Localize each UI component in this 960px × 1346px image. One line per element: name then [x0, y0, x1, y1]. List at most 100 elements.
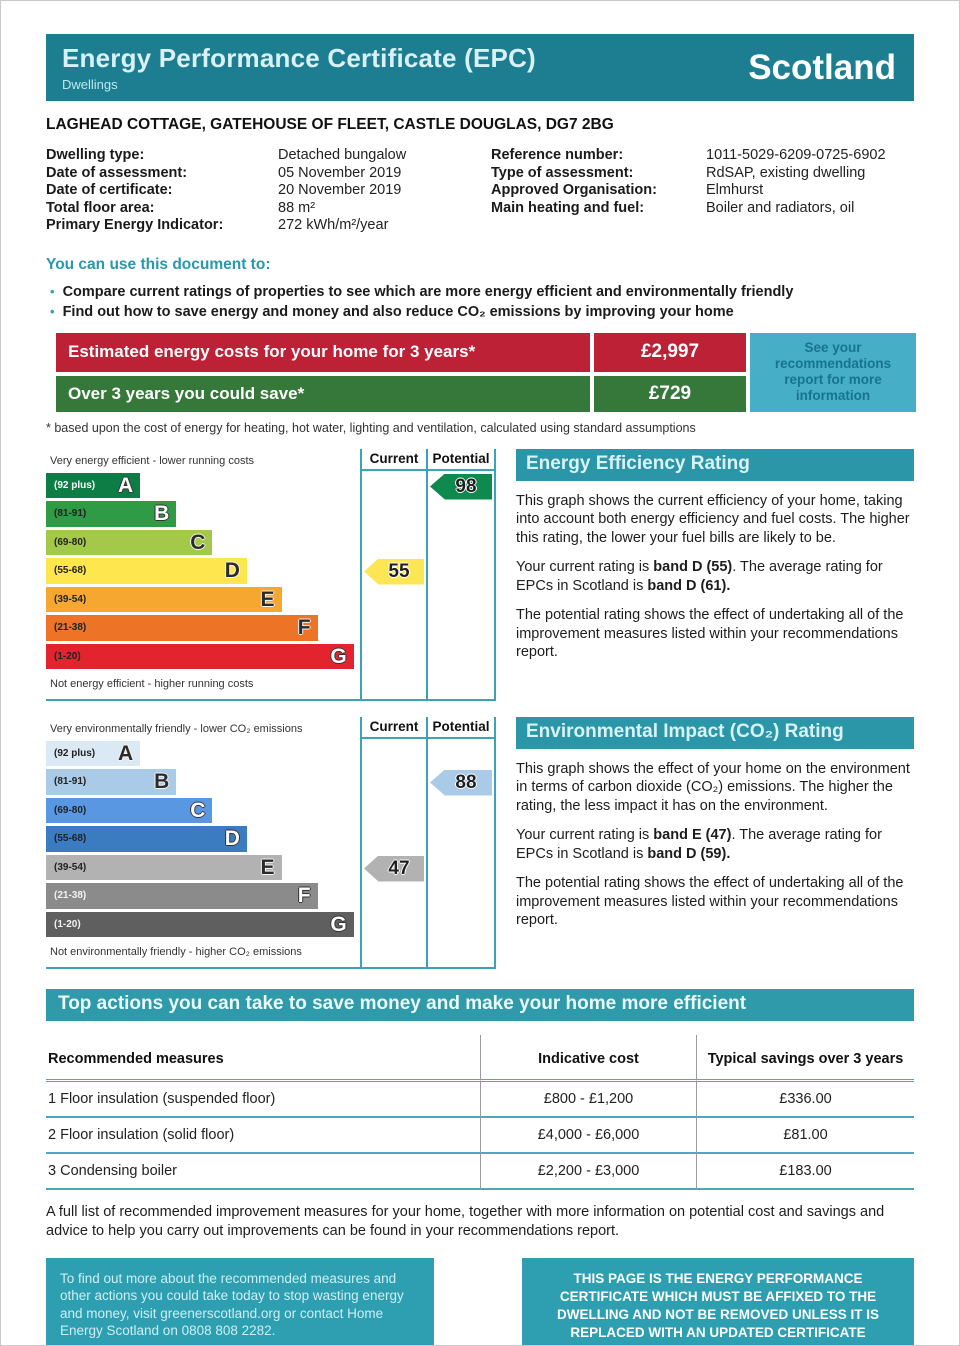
- detail-label: Main heating and fuel:: [491, 199, 645, 216]
- footer-boxes: To find out more about the recommended m…: [46, 1257, 914, 1345]
- band-row-b: (81-91) B: [46, 769, 177, 795]
- band-range: (81-91): [54, 508, 87, 520]
- section-title: Energy Efficiency Rating: [516, 448, 914, 481]
- band-letter: C: [190, 530, 206, 554]
- current-band-highlight: band E (47): [653, 827, 732, 843]
- detail-value: Boiler and radiators, oil: [706, 199, 855, 216]
- usage-bullets: • Compare current ratings of properties …: [46, 283, 914, 321]
- env-potential-column: Potential 88: [426, 716, 496, 967]
- bullet-icon: •: [50, 303, 55, 319]
- band-letter: F: [297, 884, 311, 908]
- cost-footnote: * based upon the cost of energy for heat…: [46, 420, 696, 435]
- band-letter: A: [118, 473, 134, 497]
- chart-top-caption: Very environmentally friendly - lower CO…: [50, 722, 303, 735]
- band-row-f: (21-38) F: [46, 883, 318, 909]
- current-band-highlight: band D (55): [653, 559, 733, 575]
- current-rating-value: 47: [388, 857, 410, 879]
- detail-label: Reference number:: [491, 147, 624, 163]
- environmental-impact-chart: Very environmentally friendly - lower CO…: [46, 716, 496, 969]
- region-label: Scotland: [748, 47, 896, 87]
- band-letter: D: [224, 559, 240, 583]
- detail-value: RdSAP, existing dwelling: [706, 164, 866, 181]
- environmental-rating-section: Very environmentally friendly - lower CO…: [46, 716, 914, 969]
- energy-rating-text: Energy Efficiency Rating This graph show…: [516, 448, 914, 701]
- table-cell-cost: £800 - £1,200: [480, 1081, 696, 1118]
- text-part: Your current rating is: [516, 827, 654, 843]
- detail-label: Approved Organisation:: [491, 182, 657, 198]
- env-current-column: Current 47: [360, 716, 426, 967]
- band-letter: E: [260, 587, 275, 611]
- band-row-c: (69-80) C: [46, 529, 213, 555]
- band-letter: F: [297, 616, 311, 640]
- band-range: (81-91): [54, 776, 87, 788]
- current-rating-value: 55: [388, 560, 410, 582]
- detail-value: 272 kWh/m²/year: [278, 217, 389, 233]
- details-right-column: Reference number: 1011-5029-6209-0725-69…: [491, 147, 914, 235]
- band-row-e: (39-54) E: [46, 854, 282, 880]
- environmental-rating-text: Environmental Impact (CO₂) Rating This g…: [516, 716, 914, 969]
- band-range: (92 plus): [54, 479, 96, 491]
- band-range: (39-54): [54, 593, 87, 605]
- band-letter: B: [154, 770, 170, 794]
- band-range: (69-80): [54, 804, 87, 816]
- potential-column-header: Potential: [428, 449, 494, 471]
- paragraph: The potential rating shows the effect of…: [516, 875, 904, 928]
- certificate-notice-text: THIS PAGE IS THE ENERGY PERFORMANCE CERT…: [556, 1270, 879, 1340]
- paragraph: This graph shows the effect of your home…: [516, 760, 910, 814]
- band-letter: C: [190, 798, 206, 822]
- potential-rating-arrow: 88: [430, 769, 492, 796]
- band-letter: E: [260, 855, 275, 879]
- potential-rating-value: 98: [455, 475, 477, 497]
- bullet-icon: •: [50, 283, 55, 299]
- usage-heading: You can use this document to:: [46, 255, 271, 273]
- detail-value: Detached bungalow: [278, 147, 407, 163]
- detail-label: Date of certificate:: [46, 182, 173, 198]
- info-box-contact: To find out more about the recommended m…: [46, 1257, 434, 1345]
- table-cell-cost: £4,000 - £6,000: [480, 1117, 696, 1154]
- chart-bottom-caption: Not environmentally friendly - higher CO…: [50, 946, 302, 958]
- band-range: (21-38): [54, 622, 87, 634]
- detail-label: Type of assessment:: [491, 164, 634, 181]
- band-row-a: (92 plus) A: [46, 472, 141, 498]
- detail-label: Date of assessment:: [46, 164, 188, 181]
- recommendations-full-note: A full list of recommended improvement m…: [46, 1203, 885, 1239]
- paragraph: This graph shows the current efficiency …: [516, 492, 910, 546]
- band-row-e: (39-54) E: [46, 586, 282, 612]
- paragraph: Your current rating is band E (47). The …: [516, 826, 914, 863]
- band-row-c: (69-80) C: [46, 797, 213, 823]
- property-address: LAGHEAD COTTAGE, GATEHOUSE OF FLEET, CAS…: [46, 116, 614, 133]
- band-row-d: (55-68) D: [46, 558, 247, 584]
- band-range: (1-20): [54, 918, 81, 930]
- table-cell-measure: 3 Condensing boiler: [46, 1154, 480, 1190]
- bullet-text: Compare current ratings of properties to…: [62, 283, 794, 300]
- band-row-b: (81-91) B: [46, 501, 177, 527]
- energy-bands: (92 plus) A (81-91) B (69-80) C (55-68) D (3…: [46, 472, 360, 673]
- detail-value: 20 November 2019: [278, 182, 402, 198]
- band-range: (1-20): [54, 650, 81, 662]
- estimated-costs-label: Estimated energy costs for your home for…: [56, 332, 590, 372]
- table-cell-measure: 2 Floor insulation (solid floor): [46, 1118, 480, 1154]
- current-rating-arrow: 47: [364, 855, 424, 882]
- env-bands-area: Very environmentally friendly - lower CO…: [46, 717, 360, 967]
- recommendations-note: See your recommendations report for more…: [750, 332, 916, 412]
- paragraph: Your current rating is band D (55). The …: [516, 558, 914, 595]
- band-letter: G: [330, 644, 347, 668]
- details-left-column: Dwelling type: Detached bungalow Date of…: [46, 147, 491, 235]
- bullet-item: • Compare current ratings of properties …: [46, 283, 914, 301]
- average-band-highlight: band D (61).: [647, 577, 731, 594]
- section-title: Environmental Impact (CO₂) Rating: [516, 716, 914, 749]
- top-actions-heading: Top actions you can take to save money a…: [46, 988, 914, 1021]
- band-letter: G: [330, 912, 347, 936]
- band-letter: A: [118, 741, 134, 765]
- band-letter: B: [154, 502, 170, 526]
- masthead: Energy Performance Certificate (EPC) Dwe…: [46, 34, 914, 101]
- energy-potential-column: Potential 98: [426, 448, 496, 699]
- table-cell-saving: £183.00: [696, 1153, 914, 1190]
- detail-value: 1011-5029-6209-0725-6902: [706, 147, 886, 163]
- property-details: Dwelling type: Detached bungalow Date of…: [46, 147, 914, 235]
- band-row-g: (1-20) G: [46, 911, 354, 937]
- table-cell-saving: £336.00: [696, 1081, 914, 1118]
- table-cell-measure: 1 Floor insulation (suspended floor): [46, 1082, 480, 1118]
- paragraph: The potential rating shows the effect of…: [516, 607, 904, 660]
